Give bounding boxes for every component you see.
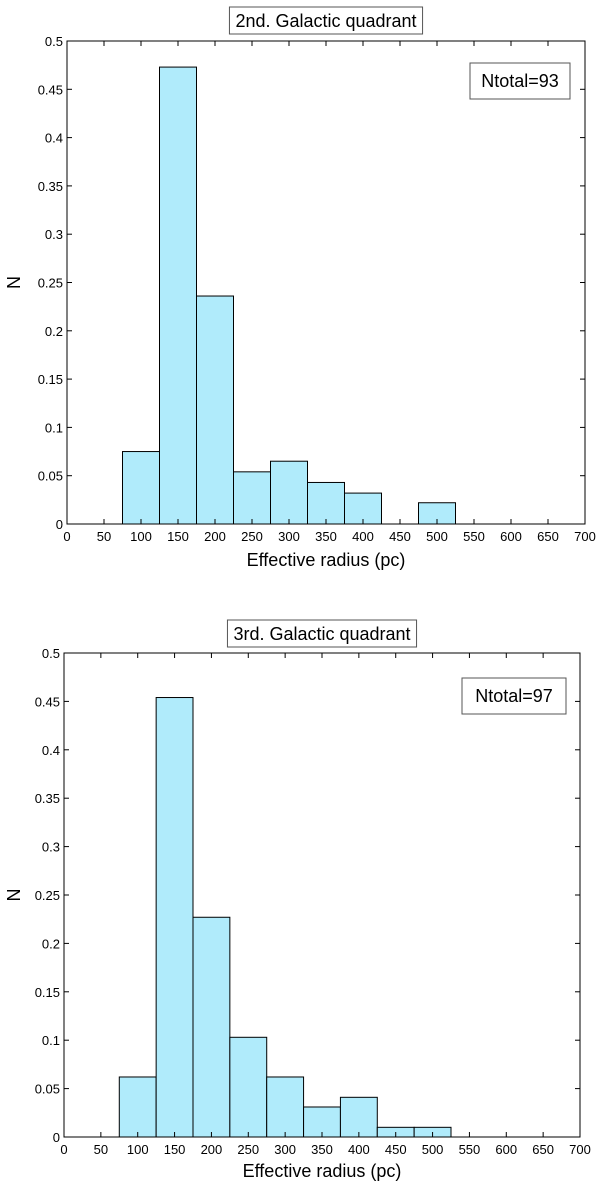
x-tick-label: 250 bbox=[237, 1142, 259, 1157]
histogram-bar bbox=[196, 295, 234, 525]
y-tick-label: 0.1 bbox=[45, 420, 63, 435]
y-tick-label: 0 bbox=[53, 1130, 60, 1145]
y-tick-label: 0 bbox=[56, 517, 63, 532]
ntotal-annotation: Ntotal=97 bbox=[475, 686, 553, 706]
annotation-box bbox=[461, 677, 567, 715]
x-tick-label: 500 bbox=[426, 529, 448, 544]
x-tick-label: 400 bbox=[352, 529, 374, 544]
histogram-bar bbox=[344, 492, 382, 525]
x-axis-label: Effective radius (pc) bbox=[247, 550, 406, 570]
x-tick-label: 550 bbox=[459, 1142, 481, 1157]
y-tick-label: 0.15 bbox=[35, 985, 60, 1000]
x-tick-label: 0 bbox=[63, 529, 70, 544]
x-tick-label: 250 bbox=[241, 529, 263, 544]
x-tick-label: 650 bbox=[532, 1142, 554, 1157]
x-tick-label: 50 bbox=[94, 1142, 108, 1157]
y-tick-label: 0.3 bbox=[42, 840, 60, 855]
x-tick-label: 350 bbox=[311, 1142, 333, 1157]
histogram-bar bbox=[192, 916, 231, 1138]
x-tick-label: 650 bbox=[537, 529, 559, 544]
histogram-bar bbox=[270, 460, 308, 525]
x-tick-label: 150 bbox=[167, 529, 189, 544]
axes-box bbox=[63, 652, 581, 1138]
y-tick-label: 0.5 bbox=[42, 646, 60, 661]
histogram-bar bbox=[159, 66, 197, 525]
x-tick-label: 100 bbox=[130, 529, 152, 544]
x-tick-label: 300 bbox=[274, 1142, 296, 1157]
y-tick-label: 0.45 bbox=[35, 694, 60, 709]
chart-panel-2: 0 50 100 150 200 250 300 350 400 450 500 550 600 650 7… bbox=[4, 619, 591, 1181]
y-tick-label: 0.2 bbox=[42, 936, 60, 951]
x-tick-label: 450 bbox=[385, 1142, 407, 1157]
x-tick-label: 200 bbox=[204, 529, 226, 544]
x-axis-label: Effective radius (pc) bbox=[243, 1161, 402, 1181]
histogram-bar bbox=[307, 481, 345, 525]
x-tick-label: 350 bbox=[315, 529, 337, 544]
x-tick-label: 0 bbox=[60, 1142, 67, 1157]
y-tick-label: 0.5 bbox=[45, 34, 63, 49]
x-tick-label: 400 bbox=[348, 1142, 370, 1157]
y-tick-label: 0.1 bbox=[42, 1033, 60, 1048]
x-tick-label: 550 bbox=[463, 529, 485, 544]
y-tick-label: 0.05 bbox=[38, 469, 63, 484]
histogram-bar bbox=[155, 697, 194, 1138]
x-tick-label: 200 bbox=[201, 1142, 223, 1157]
x-tick-label: 150 bbox=[164, 1142, 186, 1157]
x-tick-label: 500 bbox=[422, 1142, 444, 1157]
y-tick-label: 0.2 bbox=[45, 324, 63, 339]
histogram-bar bbox=[118, 1076, 157, 1138]
y-tick-label: 0.15 bbox=[38, 372, 63, 387]
x-tick-label: 300 bbox=[278, 529, 300, 544]
x-tick-label: 600 bbox=[495, 1142, 517, 1157]
y-axis-label: N bbox=[4, 276, 24, 289]
histogram-bar bbox=[233, 471, 271, 525]
histogram-bar bbox=[122, 451, 160, 525]
histogram-bar bbox=[303, 1106, 341, 1138]
x-tick-label: 600 bbox=[500, 529, 522, 544]
y-tick-label: 0.45 bbox=[38, 82, 63, 97]
y-tick-label: 0.05 bbox=[35, 1082, 60, 1097]
histogram-bar bbox=[339, 1096, 378, 1138]
y-tick-label: 0.25 bbox=[35, 888, 60, 903]
histogram-bar bbox=[266, 1076, 305, 1138]
y-tick-label: 0.4 bbox=[42, 743, 60, 758]
annotation-box bbox=[469, 62, 571, 100]
chart-title: 3rd. Galactic quadrant bbox=[233, 624, 410, 644]
chart-title-box bbox=[228, 6, 424, 35]
y-tick-label: 0.25 bbox=[38, 276, 63, 291]
y-tick-label: 0.4 bbox=[45, 131, 63, 146]
chart-panel-1: 0 50 100 150 200 250 300 350 400 450 500 550 600 650 7… bbox=[4, 6, 596, 570]
x-tick-label: 450 bbox=[389, 529, 411, 544]
y-axis-label: N bbox=[4, 889, 24, 902]
y-tick-label: 0.3 bbox=[45, 227, 63, 242]
x-tick-label: 100 bbox=[127, 1142, 149, 1157]
x-tick-label: 700 bbox=[569, 1142, 591, 1157]
chart-title-box bbox=[226, 619, 418, 648]
y-tick-label: 0.35 bbox=[38, 179, 63, 194]
x-tick-label: 50 bbox=[97, 529, 111, 544]
chart-title: 2nd. Galactic quadrant bbox=[235, 11, 416, 31]
ntotal-annotation: Ntotal=93 bbox=[481, 71, 559, 91]
y-tick-label: 0.35 bbox=[35, 791, 60, 806]
x-tick-label: 700 bbox=[574, 529, 596, 544]
histogram-bar bbox=[229, 1036, 268, 1138]
